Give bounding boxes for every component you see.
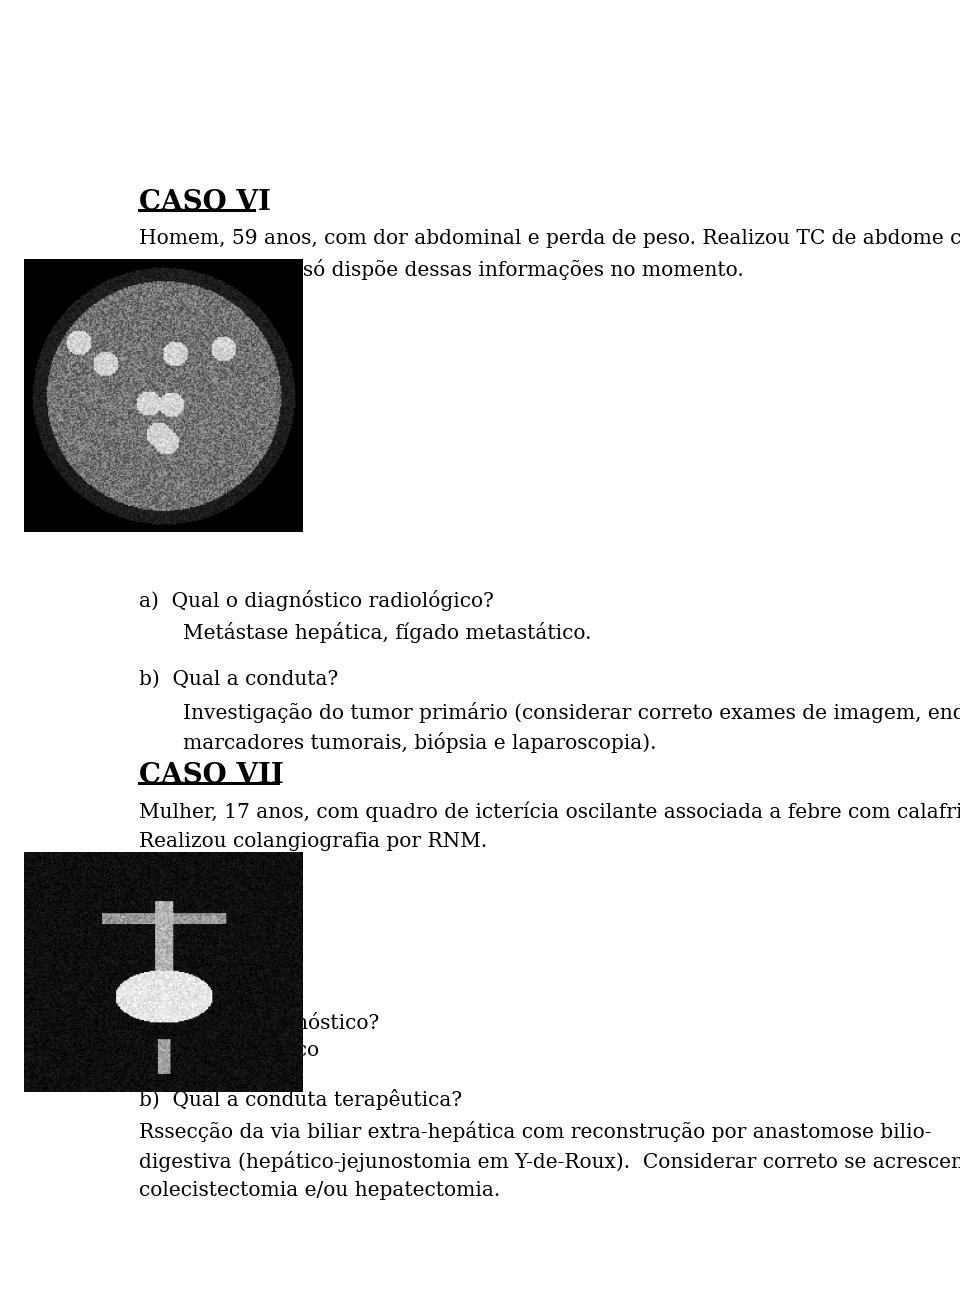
- Text: b)  Qual a conduta?: b) Qual a conduta?: [138, 671, 338, 689]
- Text: b)  Qual a conduta terapêutica?: b) Qual a conduta terapêutica?: [138, 1089, 462, 1110]
- Text: Mulher, 17 anos, com quadro de icterícia oscilante associada a febre com calafri: Mulher, 17 anos, com quadro de icterícia…: [138, 802, 960, 822]
- Text: colecistectomia e/ou hepatectomia.: colecistectomia e/ou hepatectomia.: [138, 1182, 500, 1200]
- Text: Realizou colangiografia por RNM.: Realizou colangiografia por RNM.: [138, 831, 487, 851]
- Text: contraste. Você só dispõe dessas informações no momento.: contraste. Você só dispõe dessas informa…: [138, 258, 743, 280]
- Text: Rssecção da via biliar extra-hepática com reconstrução por anastomose bilio-: Rssecção da via biliar extra-hepática co…: [138, 1122, 931, 1143]
- Text: Investigação do tumor primário (considerar correto exames de imagem, endoscópico: Investigação do tumor primário (consider…: [183, 702, 960, 722]
- Text: Metástase hepática, fígado metastático.: Metástase hepática, fígado metastático.: [183, 623, 591, 643]
- Text: Cisto de colédoco: Cisto de colédoco: [138, 1041, 319, 1061]
- Text: a)   Qual o diagnóstico?: a) Qual o diagnóstico?: [138, 1012, 379, 1032]
- Text: digestiva (hepático-jejunostomia em Y-de-Roux).  Considerar correto se acrescent: digestiva (hepático-jejunostomia em Y-de…: [138, 1152, 960, 1172]
- Text: marcadores tumorais, biópsia e laparoscopia).: marcadores tumorais, biópsia e laparosco…: [183, 732, 657, 752]
- Text: a)  Qual o diagnóstico radiológico?: a) Qual o diagnóstico radiológico?: [138, 590, 493, 611]
- Text: Homem, 59 anos, com dor abdominal e perda de peso. Realizou TC de abdome com: Homem, 59 anos, com dor abdominal e perd…: [138, 228, 960, 248]
- Text: CASO VII: CASO VII: [138, 761, 283, 789]
- Text: CASO VI: CASO VI: [138, 188, 271, 215]
